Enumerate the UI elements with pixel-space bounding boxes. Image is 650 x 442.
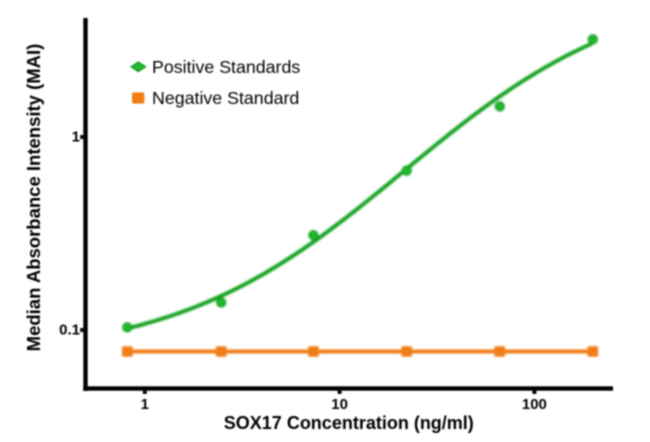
svg-text:SOX17 Concentration (ng/ml): SOX17 Concentration (ng/ml) [224, 413, 474, 433]
svg-text:0.1: 0.1 [59, 322, 80, 339]
svg-text:Median Absorbance Intensity (M: Median Absorbance Intensity (MAI) [23, 44, 44, 352]
svg-text:100: 100 [522, 396, 547, 413]
svg-text:Positive Standards: Positive Standards [152, 57, 300, 77]
svg-text:Negative Standard: Negative Standard [152, 88, 299, 108]
svg-text:10: 10 [331, 396, 348, 413]
svg-text:1: 1 [141, 396, 149, 413]
svg-text:1: 1 [72, 129, 80, 146]
